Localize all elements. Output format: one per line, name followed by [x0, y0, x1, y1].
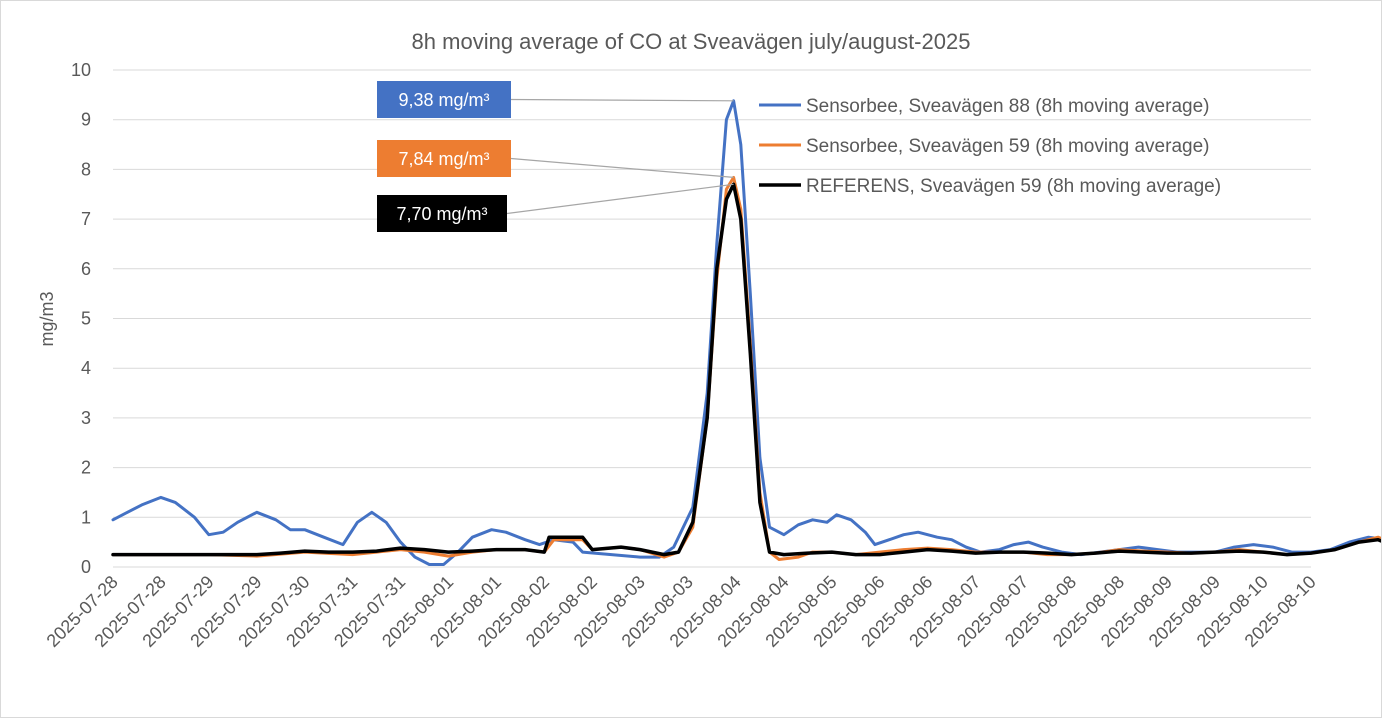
y-axis-label: mg/m3 — [37, 291, 57, 346]
callout-label: 7,70 mg/m³ — [396, 204, 487, 224]
series-line-2 — [111, 182, 1381, 557]
series-line-0 — [111, 99, 1381, 566]
y-tick-label: 3 — [81, 408, 91, 428]
legend-label: REFERENS, Sveavägen 59 (8h moving averag… — [806, 176, 1221, 197]
y-tick-label: 6 — [81, 259, 91, 279]
callout-leader — [506, 183, 734, 215]
y-tick-label: 4 — [81, 358, 91, 378]
callout-label: 9,38 mg/m³ — [398, 90, 489, 110]
y-tick-label: 10 — [71, 60, 91, 80]
y-tick-label: 9 — [81, 110, 91, 130]
y-tick-label: 2 — [81, 458, 91, 478]
callout-leader — [510, 98, 734, 102]
chart-title: 8h moving average of CO at Sveavägen jul… — [412, 29, 971, 54]
y-tick-label: 5 — [81, 309, 91, 329]
y-tick-label: 1 — [81, 507, 91, 527]
y-tick-label: 8 — [81, 159, 91, 179]
callouts: 9,38 mg/m³ 7,84 mg/m³ 7,70 mg/m³ — [377, 81, 734, 232]
callout-box — [377, 81, 511, 118]
y-tick-label: 7 — [81, 209, 91, 229]
callout-label: 7,84 mg/m³ — [398, 149, 489, 169]
callout-leader — [510, 157, 734, 178]
legend-label: Sensorbee, Sveavägen 59 (8h moving avera… — [806, 136, 1209, 157]
callout-box — [377, 140, 511, 177]
legend: Sensorbee, Sveavägen 88 (8h moving avera… — [759, 96, 1221, 197]
y-tick-label: 0 — [81, 557, 91, 577]
series-lines — [111, 99, 1381, 566]
x-tick-labels: 2025-07-282025-07-282025-07-292025-07-29… — [43, 572, 1320, 651]
callout-box — [377, 195, 507, 232]
y-tick-labels: 0 1 2 3 4 5 6 7 8 9 10 — [71, 60, 91, 577]
legend-label: Sensorbee, Sveavägen 88 (8h moving avera… — [806, 96, 1209, 117]
